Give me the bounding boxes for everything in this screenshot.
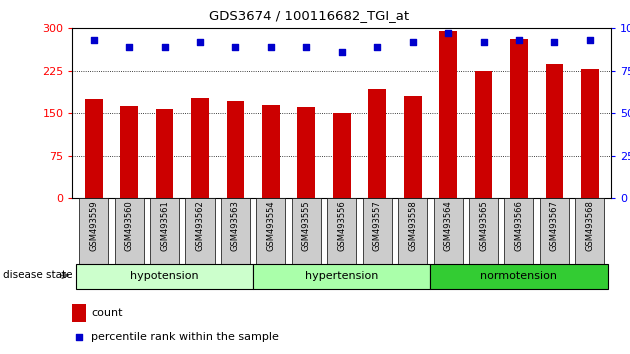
- Text: GSM493560: GSM493560: [125, 200, 134, 251]
- Point: [514, 38, 524, 43]
- FancyBboxPatch shape: [575, 198, 604, 264]
- Text: hypotension: hypotension: [130, 271, 199, 281]
- Bar: [156, 109, 173, 198]
- Text: GSM493563: GSM493563: [231, 200, 240, 251]
- Text: GSM493567: GSM493567: [550, 200, 559, 251]
- Point: [159, 44, 169, 50]
- Bar: [404, 96, 421, 198]
- FancyBboxPatch shape: [540, 198, 569, 264]
- Bar: [474, 71, 493, 198]
- Bar: [581, 69, 598, 198]
- Bar: [227, 101, 244, 198]
- FancyBboxPatch shape: [433, 198, 462, 264]
- Text: GSM493555: GSM493555: [302, 200, 311, 251]
- Bar: [510, 39, 528, 198]
- FancyBboxPatch shape: [79, 198, 108, 264]
- Bar: [333, 113, 351, 198]
- FancyBboxPatch shape: [430, 264, 607, 289]
- Text: disease state: disease state: [3, 270, 72, 280]
- Text: GSM493556: GSM493556: [337, 200, 346, 251]
- Point: [195, 39, 205, 45]
- Point: [124, 44, 134, 50]
- FancyBboxPatch shape: [505, 198, 534, 264]
- Text: GSM493564: GSM493564: [444, 200, 452, 251]
- Point: [408, 39, 418, 45]
- Bar: [297, 107, 315, 198]
- Point: [231, 44, 241, 50]
- FancyBboxPatch shape: [185, 198, 215, 264]
- Bar: [262, 105, 280, 198]
- Point: [372, 44, 382, 50]
- FancyBboxPatch shape: [327, 198, 357, 264]
- Text: GSM493568: GSM493568: [585, 200, 594, 251]
- Text: GSM493554: GSM493554: [266, 200, 275, 251]
- FancyBboxPatch shape: [150, 198, 179, 264]
- Point: [443, 30, 453, 36]
- Point: [585, 38, 595, 43]
- FancyBboxPatch shape: [469, 198, 498, 264]
- Text: GDS3674 / 100116682_TGI_at: GDS3674 / 100116682_TGI_at: [209, 9, 409, 22]
- Text: normotension: normotension: [481, 271, 558, 281]
- Point: [301, 44, 311, 50]
- Point: [549, 39, 559, 45]
- Point: [266, 44, 276, 50]
- Bar: [191, 98, 209, 198]
- Text: GSM493562: GSM493562: [195, 200, 205, 251]
- FancyBboxPatch shape: [398, 198, 427, 264]
- Text: GSM493561: GSM493561: [160, 200, 169, 251]
- FancyBboxPatch shape: [292, 198, 321, 264]
- Text: GSM493558: GSM493558: [408, 200, 417, 251]
- FancyBboxPatch shape: [256, 198, 285, 264]
- Text: GSM493566: GSM493566: [515, 200, 524, 251]
- FancyBboxPatch shape: [76, 264, 253, 289]
- FancyBboxPatch shape: [221, 198, 250, 264]
- Bar: [439, 31, 457, 198]
- Bar: [85, 99, 103, 198]
- Text: GSM493565: GSM493565: [479, 200, 488, 251]
- Text: hypertension: hypertension: [305, 271, 379, 281]
- Bar: [72, 304, 86, 321]
- Text: count: count: [91, 308, 123, 318]
- Point: [336, 49, 346, 55]
- Bar: [120, 106, 138, 198]
- FancyBboxPatch shape: [363, 198, 392, 264]
- Point: [401, 229, 411, 235]
- FancyBboxPatch shape: [253, 264, 430, 289]
- Text: GSM493557: GSM493557: [373, 200, 382, 251]
- Point: [89, 38, 99, 43]
- Text: percentile rank within the sample: percentile rank within the sample: [91, 332, 279, 342]
- Bar: [546, 64, 563, 198]
- Point: [479, 39, 489, 45]
- Bar: [369, 90, 386, 198]
- Text: GSM493559: GSM493559: [89, 200, 98, 251]
- FancyBboxPatch shape: [115, 198, 144, 264]
